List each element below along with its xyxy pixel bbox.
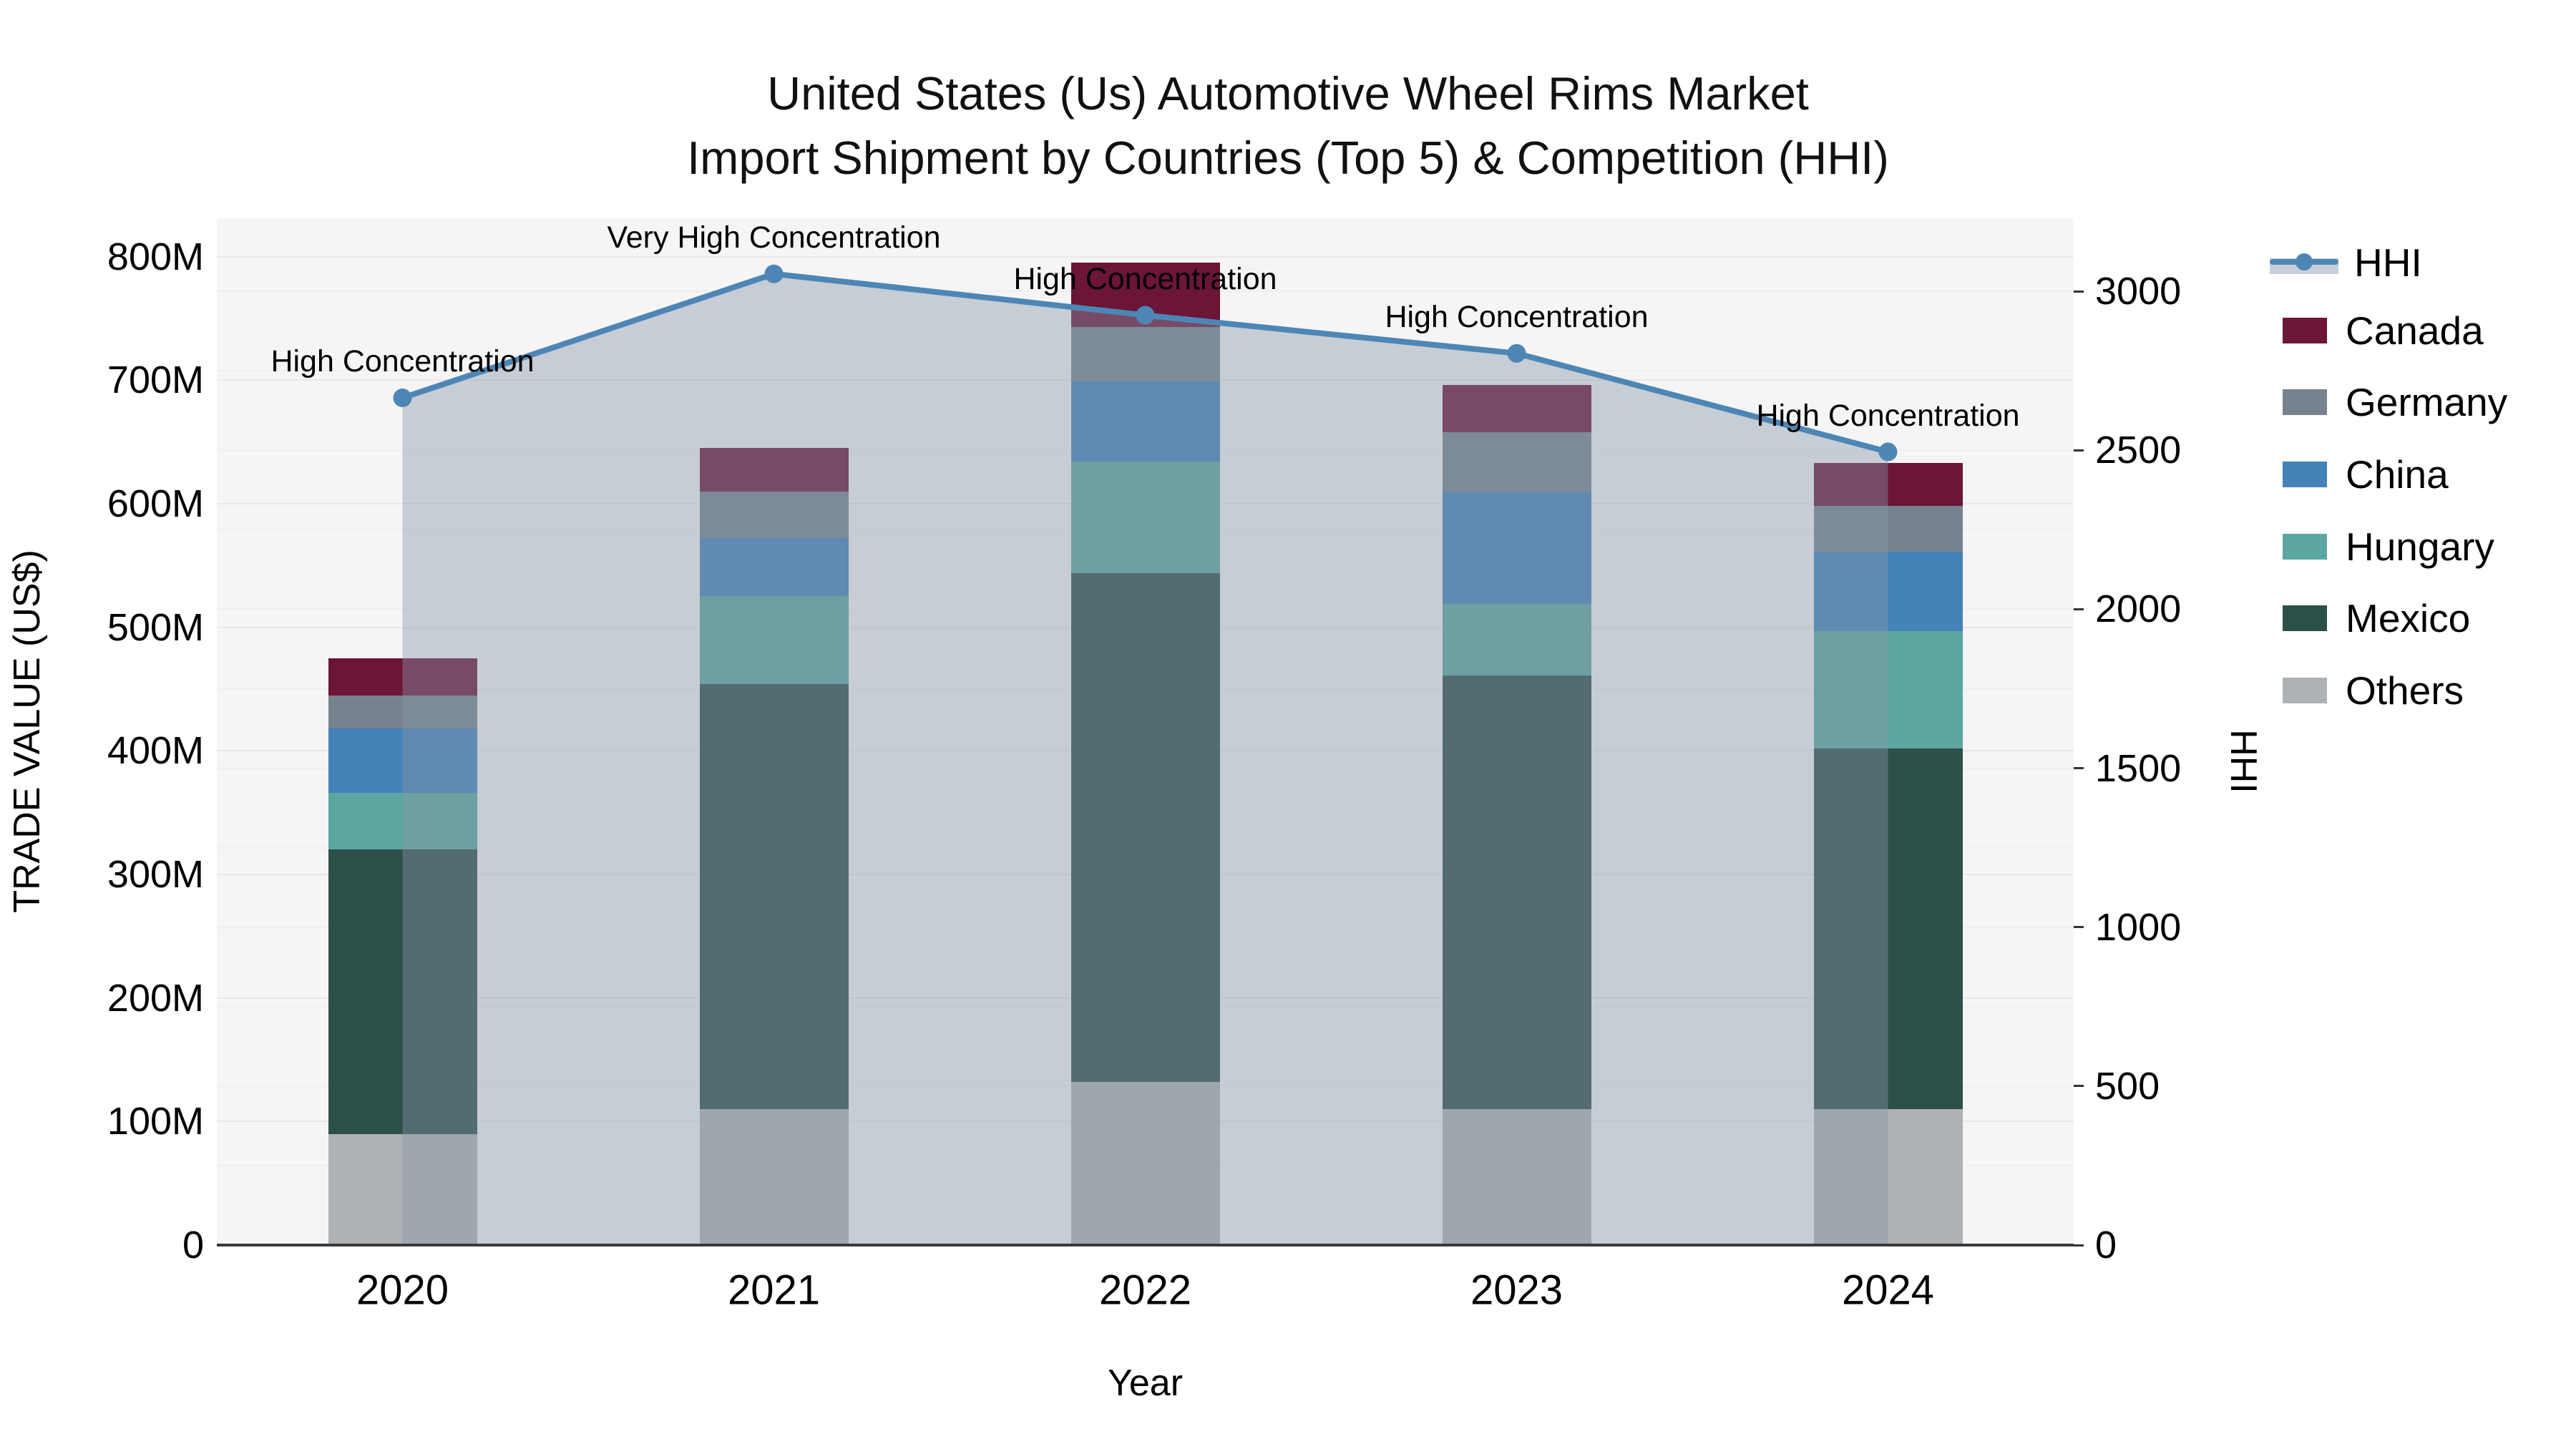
bar-segment-germany-2023 (1442, 431, 1591, 493)
right-tick-mark (2074, 1244, 2084, 1246)
legend-swatch-canada (2283, 318, 2327, 343)
annotation-2021: Very High Concentration (607, 220, 941, 255)
legend-label-hungary: Hungary (2346, 525, 2494, 569)
legend-swatch-germany (2283, 389, 2327, 415)
x-category-2020: 2020 (356, 1267, 449, 1314)
left-tick-200M: 200M (107, 976, 204, 1020)
bar-segment-hungary-2024 (1813, 630, 1963, 748)
bar-segment-others-2021 (699, 1109, 849, 1245)
bar-segment-china-2022 (1070, 381, 1220, 462)
legend-label-others: Others (2346, 668, 2464, 713)
chart-title-line1: United States (Us) Automotive Wheel Rims… (767, 67, 1809, 119)
annotation-2024: High Concentration (1756, 398, 2020, 433)
bar-segment-others-2023 (1442, 1109, 1591, 1245)
legend-label-germany: Germany (2346, 380, 2508, 424)
x-axis-title: Year (1107, 1362, 1184, 1404)
annotation-2023: High Concentration (1385, 299, 1649, 334)
legend-item-china: China (2270, 449, 2449, 500)
left-tick-100M: 100M (107, 1100, 204, 1143)
legend-swatch-mexico (2283, 605, 2327, 631)
legend-item-mexico: Mexico (2270, 592, 2470, 644)
bar-segment-hungary-2023 (1442, 603, 1591, 675)
left-tick-700M: 700M (107, 358, 204, 402)
right-tick-1000: 1000 (2095, 905, 2182, 949)
bar-segment-others-2024 (1813, 1109, 1963, 1245)
bar-segment-hungary-2022 (1070, 462, 1220, 573)
legend-item-hhi: HHI (2270, 237, 2422, 288)
left-tick-0: 0 (182, 1224, 204, 1267)
legend-swatch-others (2283, 678, 2327, 703)
left-tick-300M: 300M (107, 852, 204, 896)
gridline-left (217, 255, 2074, 258)
x-category-2021: 2021 (727, 1267, 821, 1314)
bar-segment-mexico-2024 (1813, 748, 1963, 1110)
bar-segment-hungary-2021 (699, 596, 849, 684)
right-tick-mark (2074, 608, 2084, 610)
right-axis-title: HHI (2223, 729, 2264, 794)
x-axis-line (217, 1244, 2074, 1246)
x-category-2022: 2022 (1098, 1267, 1192, 1314)
legend-item-germany: Germany (2270, 376, 2507, 428)
legend-label-canada: Canada (2346, 308, 2484, 353)
legend-item-hungary: Hungary (2270, 521, 2494, 572)
right-tick-500: 500 (2095, 1064, 2160, 1108)
right-tick-2000: 2000 (2095, 587, 2182, 631)
bar-segment-germany-2021 (699, 491, 849, 539)
left-tick-600M: 600M (107, 482, 204, 525)
bar-segment-germany-2024 (1813, 506, 1963, 552)
legend-swatch-hungary (2283, 534, 2327, 560)
right-tick-2500: 2500 (2095, 429, 2182, 472)
x-category-2024: 2024 (1841, 1267, 1935, 1314)
bar-segment-china-2021 (699, 538, 849, 597)
right-tick-3000: 3000 (2095, 270, 2182, 313)
legend-swatch-china (2283, 462, 2327, 487)
legend-item-canada: Canada (2270, 305, 2484, 356)
bar-segment-germany-2020 (328, 695, 477, 729)
bar-segment-others-2022 (1070, 1082, 1220, 1245)
legend-hhi-line-swatch (2270, 248, 2338, 277)
legend-label-hhi: HHI (2354, 240, 2422, 285)
bar-segment-china-2023 (1442, 492, 1591, 604)
annotation-2020: High Concentration (270, 344, 535, 379)
right-tick-mark (2074, 449, 2084, 452)
annotation-2022: High Concentration (1013, 261, 1277, 296)
legend-item-others: Others (2270, 665, 2464, 716)
bar-segment-canada-2021 (699, 448, 849, 492)
left-tick-400M: 400M (107, 729, 204, 773)
legend-label-china: China (2346, 452, 2449, 497)
right-tick-1500: 1500 (2095, 746, 2182, 790)
bar-segment-mexico-2020 (328, 849, 477, 1134)
bar-segment-others-2020 (328, 1133, 477, 1245)
chart-title-line2: Import Shipment by Countries (Top 5) & C… (687, 132, 1889, 184)
bar-segment-mexico-2023 (1442, 675, 1591, 1110)
legend-label-mexico: Mexico (2346, 596, 2471, 640)
bar-segment-china-2024 (1813, 552, 1963, 631)
bar-segment-hungary-2020 (328, 792, 477, 850)
bar-segment-mexico-2022 (1070, 572, 1220, 1083)
bar-segment-mexico-2021 (699, 684, 849, 1110)
right-tick-mark (2074, 926, 2084, 929)
right-tick-mark (2074, 767, 2084, 770)
left-axis-title: TRADE VALUE (US$) (6, 550, 48, 913)
bar-segment-germany-2022 (1070, 326, 1220, 381)
right-tick-mark (2074, 1085, 2084, 1088)
bar-segment-canada-2024 (1813, 462, 1963, 507)
chart-title: United States (Us) Automotive Wheel Rims… (0, 62, 2576, 190)
right-tick-mark (2074, 290, 2084, 293)
bar-segment-canada-2020 (328, 658, 477, 696)
left-tick-500M: 500M (107, 605, 204, 649)
bar-segment-canada-2023 (1442, 385, 1591, 432)
x-category-2023: 2023 (1470, 1267, 1563, 1314)
left-tick-800M: 800M (107, 235, 204, 278)
legend-hhi-marker (2296, 253, 2313, 270)
bar-segment-china-2020 (328, 728, 477, 793)
right-tick-0: 0 (2095, 1224, 2117, 1267)
